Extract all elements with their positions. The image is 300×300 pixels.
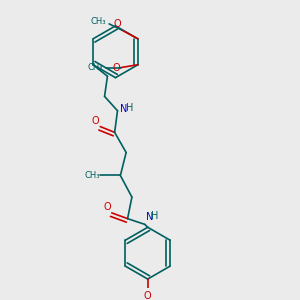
Text: H: H <box>126 103 133 113</box>
Text: O: O <box>91 116 99 126</box>
Text: O: O <box>112 63 120 73</box>
Text: H: H <box>151 211 158 221</box>
Text: N: N <box>146 212 153 222</box>
Text: O: O <box>113 19 121 29</box>
Text: CH₃: CH₃ <box>91 17 106 26</box>
Text: CH₃: CH₃ <box>88 63 103 72</box>
Text: O: O <box>103 202 111 212</box>
Text: CH₃: CH₃ <box>84 171 100 180</box>
Text: N: N <box>120 104 127 114</box>
Text: O: O <box>144 291 152 300</box>
